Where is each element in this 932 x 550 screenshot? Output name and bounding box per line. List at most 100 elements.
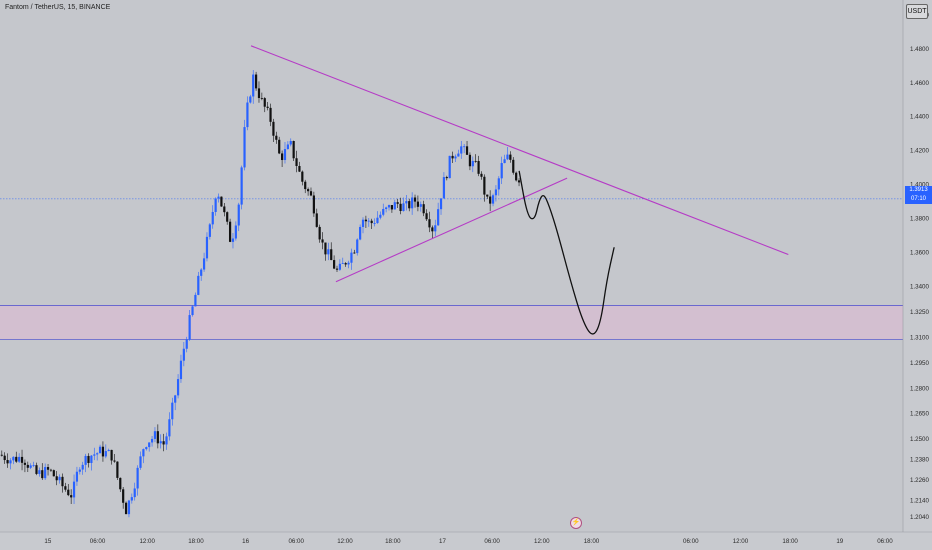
candle-body <box>373 223 376 224</box>
time-tick-label: 19 <box>836 538 843 545</box>
candle-body <box>393 202 396 210</box>
candle-body <box>359 226 362 240</box>
candle-body <box>486 194 489 197</box>
candle-body <box>330 249 333 261</box>
time-tick-label: 06:00 <box>288 538 304 545</box>
currency-button[interactable]: USDT <box>906 4 928 19</box>
candle-body <box>376 217 379 224</box>
candle-body <box>460 146 463 154</box>
descending-trendline <box>250 45 789 256</box>
candle-body <box>454 156 457 159</box>
time-tick-label: 18:00 <box>782 538 798 545</box>
candle-body <box>55 476 58 481</box>
candle-body <box>252 74 255 97</box>
candle-body <box>477 161 480 174</box>
price-tick-label: 1.4200 <box>910 148 929 155</box>
candle-body <box>168 419 171 437</box>
price-axis[interactable]: 1.50001.48001.46001.44001.42001.40001.38… <box>902 0 929 532</box>
candle-body <box>148 442 151 448</box>
candle-body <box>3 455 6 461</box>
candle-body <box>283 149 287 161</box>
candle-body <box>442 177 446 199</box>
candle-body <box>35 465 38 474</box>
candle-body <box>370 220 373 224</box>
price-tick-label: 1.4400 <box>910 114 929 121</box>
candle-body <box>142 449 145 457</box>
candle-body <box>419 204 422 207</box>
time-axis-background <box>0 532 932 550</box>
price-tick-label: 1.2140 <box>910 497 929 504</box>
candle-body <box>124 502 128 515</box>
candle-body <box>257 88 261 99</box>
price-tick-label: 1.3100 <box>910 334 929 341</box>
candle-body <box>12 456 15 461</box>
candle-body <box>46 467 50 470</box>
candle-body <box>286 144 289 150</box>
price-tick-label: 1.4600 <box>910 80 929 87</box>
candle-body <box>174 395 177 403</box>
candle-body <box>228 221 232 242</box>
candle-body <box>116 461 119 478</box>
candle-body <box>220 196 223 207</box>
candle-body <box>70 495 73 498</box>
candle-body <box>113 460 116 462</box>
price-tick-label: 1.3800 <box>910 216 929 223</box>
candle-body <box>387 205 391 208</box>
candle-body <box>465 146 469 155</box>
candle-body <box>428 219 431 228</box>
candle-body <box>226 212 229 222</box>
candle-body <box>136 467 139 489</box>
candle-body <box>58 476 61 481</box>
candle-body <box>338 263 341 270</box>
candle-body <box>240 167 243 205</box>
candle-body <box>162 441 165 445</box>
candle-body <box>49 469 53 471</box>
candle-body <box>72 481 76 498</box>
candle-body <box>344 263 347 265</box>
time-tick-label: 06:00 <box>683 538 699 545</box>
candle-body <box>324 242 327 255</box>
candle-body <box>292 140 295 159</box>
candle-body <box>304 181 307 190</box>
candle-body <box>275 135 278 140</box>
candle-body <box>87 455 90 463</box>
candle-body <box>327 249 330 255</box>
lightning-icon[interactable]: ⚡ <box>570 517 582 529</box>
drawings[interactable] <box>250 45 789 335</box>
candle-body <box>130 497 133 501</box>
candle-body <box>500 163 503 179</box>
candle-body <box>278 139 281 154</box>
candle-body <box>396 202 399 204</box>
candle-body <box>356 239 359 254</box>
candle-body <box>0 454 3 456</box>
candle-body <box>194 294 197 307</box>
candle-body <box>9 460 12 464</box>
candle-body <box>353 252 356 254</box>
candle-body <box>165 436 168 445</box>
candle-body <box>457 153 460 157</box>
candle-body <box>289 140 292 145</box>
candle-body <box>84 455 87 465</box>
time-tick-label: 12:00 <box>337 538 353 545</box>
price-tick-label: 1.2380 <box>910 457 929 464</box>
candle-body <box>413 197 417 202</box>
candle-body <box>509 154 512 160</box>
candle-body <box>139 456 142 468</box>
time-tick-label: 18:00 <box>584 538 600 545</box>
candle-body <box>506 154 509 160</box>
candle-body <box>231 238 235 242</box>
time-tick-label: 06:00 <box>484 538 500 545</box>
candle-body <box>243 127 246 168</box>
time-axis[interactable]: 15 06:00 12:00 18:00 16 06:00 12:00 18:00 17 06:0… <box>0 531 932 545</box>
candle-body <box>249 96 252 103</box>
plot-background <box>0 0 903 532</box>
candle-body <box>390 205 394 210</box>
price-tick-label: 1.2800 <box>910 385 929 392</box>
candle-body <box>61 476 64 487</box>
price-tick-label: 1.3600 <box>910 250 929 257</box>
candle-body <box>119 477 122 490</box>
price-tick-label: 1.2500 <box>910 436 929 443</box>
